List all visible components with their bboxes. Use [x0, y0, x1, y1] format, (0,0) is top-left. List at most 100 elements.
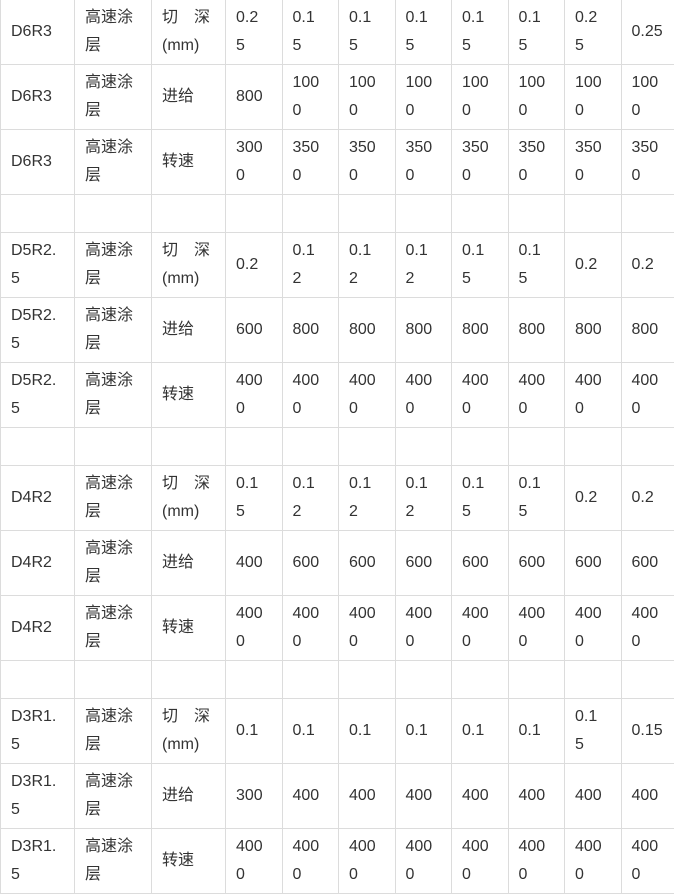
value-cell: 400 — [226, 531, 283, 596]
value-cell: 0.2 — [565, 233, 622, 298]
empty-cell — [339, 428, 396, 466]
value-cell: 600 — [565, 531, 622, 596]
empty-cell — [508, 428, 565, 466]
value-cell: 0.2 — [621, 233, 674, 298]
value-cell: 0.25 — [565, 0, 622, 65]
tool-cell: D5R2.5 — [1, 298, 75, 363]
parameter-cell: 切 深(mm) — [152, 466, 226, 531]
value-cell: 400 — [621, 764, 674, 829]
value-cell: 0.15 — [621, 699, 674, 764]
tool-cell: D3R1.5 — [1, 699, 75, 764]
empty-cell — [508, 195, 565, 233]
coating-cell: 高速涂层 — [75, 531, 152, 596]
value-cell: 1000 — [621, 65, 674, 130]
value-cell: 4000 — [452, 363, 509, 428]
value-cell: 800 — [508, 298, 565, 363]
value-cell: 400 — [452, 764, 509, 829]
value-cell: 400 — [282, 764, 339, 829]
value-cell: 4000 — [565, 363, 622, 428]
value-cell: 4000 — [226, 596, 283, 661]
coating-cell: 高速涂层 — [75, 0, 152, 65]
value-cell: 4000 — [282, 829, 339, 894]
empty-cell — [75, 428, 152, 466]
value-cell: 4000 — [395, 596, 452, 661]
parameter-cell: 转速 — [152, 363, 226, 428]
value-cell: 4000 — [508, 596, 565, 661]
value-cell: 1000 — [282, 65, 339, 130]
value-cell: 4000 — [452, 596, 509, 661]
value-cell: 600 — [452, 531, 509, 596]
tool-cell: D6R3 — [1, 65, 75, 130]
coating-cell: 高速涂层 — [75, 298, 152, 363]
value-cell: 3500 — [508, 130, 565, 195]
empty-cell — [508, 661, 565, 699]
value-cell: 800 — [339, 298, 396, 363]
value-cell: 600 — [621, 531, 674, 596]
value-cell: 0.15 — [395, 0, 452, 65]
value-cell: 3500 — [395, 130, 452, 195]
value-cell: 4000 — [226, 829, 283, 894]
value-cell: 0.25 — [621, 0, 674, 65]
value-cell: 800 — [565, 298, 622, 363]
parameter-cell: 切 深(mm) — [152, 699, 226, 764]
spacer-row — [1, 195, 674, 233]
value-cell: 600 — [508, 531, 565, 596]
parameter-cell: 进给 — [152, 298, 226, 363]
value-cell: 4000 — [565, 596, 622, 661]
value-cell: 1000 — [508, 65, 565, 130]
value-cell: 4000 — [339, 596, 396, 661]
coating-cell: 高速涂层 — [75, 363, 152, 428]
value-cell: 800 — [621, 298, 674, 363]
coating-cell: 高速涂层 — [75, 596, 152, 661]
empty-cell — [226, 661, 283, 699]
value-cell: 600 — [226, 298, 283, 363]
value-cell: 4000 — [621, 363, 674, 428]
coating-cell: 高速涂层 — [75, 764, 152, 829]
value-cell: 400 — [565, 764, 622, 829]
value-cell: 0.2 — [226, 233, 283, 298]
tool-cell: D6R3 — [1, 130, 75, 195]
empty-cell — [339, 195, 396, 233]
value-cell: 800 — [226, 65, 283, 130]
value-cell: 4000 — [226, 363, 283, 428]
coating-cell: 高速涂层 — [75, 65, 152, 130]
empty-cell — [1, 195, 75, 233]
value-cell: 0.25 — [226, 0, 283, 65]
tool-cell: D4R2 — [1, 466, 75, 531]
value-cell: 600 — [339, 531, 396, 596]
empty-cell — [565, 661, 622, 699]
value-cell: 400 — [339, 764, 396, 829]
spacer-row — [1, 428, 674, 466]
value-cell: 3500 — [339, 130, 396, 195]
parameter-cell: 切 深(mm) — [152, 0, 226, 65]
empty-cell — [565, 195, 622, 233]
empty-cell — [1, 661, 75, 699]
empty-cell — [75, 195, 152, 233]
tool-cell: D5R2.5 — [1, 233, 75, 298]
value-cell: 3500 — [621, 130, 674, 195]
value-cell: 800 — [395, 298, 452, 363]
empty-cell — [152, 428, 226, 466]
value-cell: 3500 — [452, 130, 509, 195]
value-cell: 0.12 — [339, 466, 396, 531]
tool-cell: D5R2.5 — [1, 363, 75, 428]
value-cell: 0.15 — [339, 0, 396, 65]
empty-cell — [452, 428, 509, 466]
value-cell: 0.1 — [339, 699, 396, 764]
value-cell: 3000 — [226, 130, 283, 195]
tool-cell: D3R1.5 — [1, 829, 75, 894]
tool-cell: D4R2 — [1, 531, 75, 596]
coating-cell: 高速涂层 — [75, 233, 152, 298]
value-cell: 0.15 — [508, 466, 565, 531]
empty-cell — [395, 661, 452, 699]
value-cell: 4000 — [621, 596, 674, 661]
value-cell: 4000 — [282, 363, 339, 428]
value-cell: 4000 — [339, 829, 396, 894]
value-cell: 0.15 — [565, 699, 622, 764]
